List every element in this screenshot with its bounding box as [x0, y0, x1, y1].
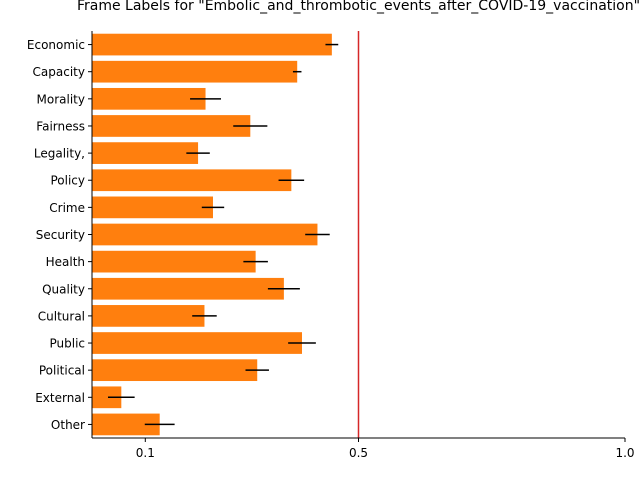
x-tick-label: 0.1 [136, 446, 155, 460]
bar-other [92, 413, 160, 436]
bar-fairness [92, 115, 251, 137]
y-tick-label: External [35, 391, 85, 405]
error-bars [107, 43, 339, 426]
bar-cultural [92, 305, 205, 327]
bar-external [92, 386, 122, 409]
axes: Economic Capacity Morality Fairness Legality… [27, 31, 635, 460]
y-tick-label: Public [49, 337, 85, 351]
x-tick-label: 0.5 [349, 446, 368, 460]
bar-morality [92, 87, 206, 110]
y-tick-label: Political [39, 364, 85, 378]
y-tick-label: Capacity [33, 65, 85, 79]
bar-legality [92, 142, 199, 164]
bar-health [92, 250, 256, 273]
y-tick-label: Economic [27, 38, 85, 52]
y-tick-label: Morality [37, 92, 85, 106]
y-tick-label: Policy [50, 174, 85, 188]
bar-economic [92, 33, 332, 56]
y-tick-label: Fairness [36, 119, 85, 133]
bar-capacity [92, 60, 298, 83]
y-tick-label: Legality, [34, 147, 85, 161]
y-tick-label: Other [51, 418, 85, 432]
y-tick-label: Cultural [38, 309, 85, 323]
y-tick-label: Crime [49, 201, 85, 215]
y-tick-label: Security [36, 228, 85, 242]
bar-policy [92, 169, 292, 192]
y-tick-label: Health [46, 255, 85, 269]
bar-security [92, 223, 318, 246]
bar-quality [92, 277, 284, 300]
bar-crime [92, 196, 213, 219]
bar-public [92, 332, 303, 354]
chart-title: Frame Labels for "Embolic_and_thrombotic… [77, 0, 640, 14]
x-tick-label: 1.0 [615, 446, 634, 460]
y-tick-label: Quality [42, 282, 85, 296]
bar-political [92, 359, 258, 382]
bars [92, 33, 332, 436]
